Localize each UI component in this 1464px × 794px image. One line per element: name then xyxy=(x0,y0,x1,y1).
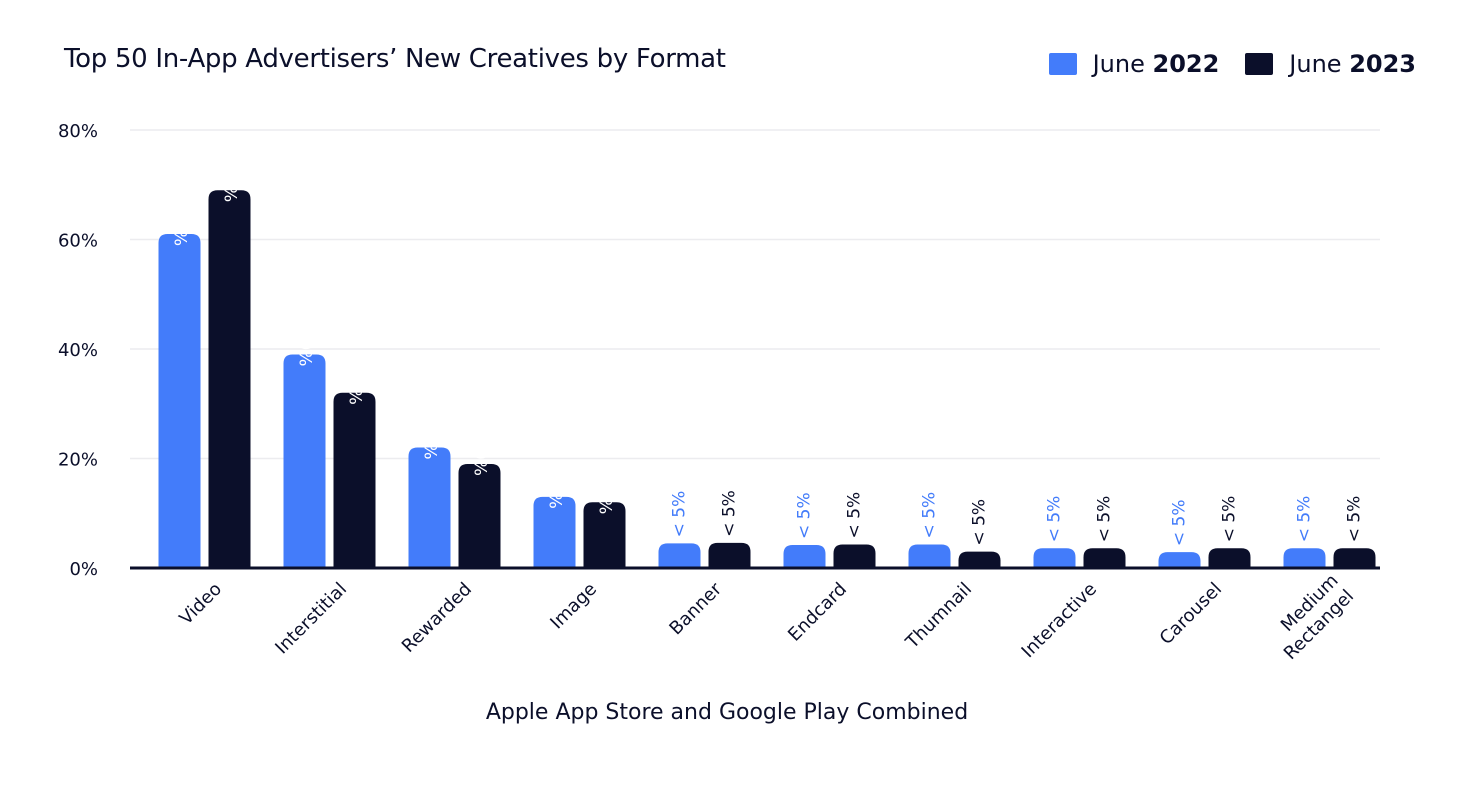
legend-swatch-2023 xyxy=(1245,53,1274,75)
bar xyxy=(283,354,326,568)
data-label: < 5% xyxy=(1045,496,1065,543)
data-label: < 5% xyxy=(670,491,690,538)
x-axis-label: Apple App Store and Google Play Combined xyxy=(485,700,969,725)
x-tick-label: Video xyxy=(176,579,227,630)
x-tick-label: Thumnail xyxy=(901,579,976,654)
bar xyxy=(1083,548,1126,568)
bar xyxy=(208,190,251,568)
bar xyxy=(958,551,1001,568)
data-label: 22% xyxy=(420,422,440,460)
data-label: 32% xyxy=(345,367,365,405)
data-label: 12% xyxy=(595,477,615,515)
bar xyxy=(1208,548,1251,568)
chart-legend: June 2022 June 2023 xyxy=(1048,50,1416,78)
bar xyxy=(1333,548,1376,568)
x-tick-label: Image xyxy=(546,579,601,634)
legend-label-2023: June 2023 xyxy=(1289,50,1416,78)
data-label: < 5% xyxy=(1220,496,1240,543)
legend-swatch-2022 xyxy=(1048,53,1077,75)
data-label: 13% xyxy=(545,471,565,509)
legend-item-2022: June 2022 xyxy=(1048,50,1220,78)
bar xyxy=(408,447,451,568)
data-label: 69% xyxy=(220,164,240,202)
bar xyxy=(1158,552,1201,568)
data-label: < 5% xyxy=(1295,496,1315,543)
data-label: 19% xyxy=(470,438,490,476)
bar xyxy=(908,544,951,568)
bar xyxy=(708,542,751,568)
bar xyxy=(333,392,376,568)
bar xyxy=(658,543,701,568)
bar xyxy=(533,496,576,568)
chart-title: Top 50 In-App Advertisers’ New Creatives… xyxy=(64,44,726,74)
data-label: 39% xyxy=(295,329,315,367)
data-label: < 5% xyxy=(1345,496,1365,543)
legend-label-2022: June 2022 xyxy=(1092,50,1220,78)
bar xyxy=(583,502,626,568)
y-tick-label: 0% xyxy=(69,559,98,580)
bar xyxy=(1283,548,1326,568)
x-tick-label: Rewarded xyxy=(398,579,476,657)
x-tick-label: Endcard xyxy=(784,579,851,646)
y-tick-label: 80% xyxy=(58,121,98,142)
bar xyxy=(783,545,826,568)
data-label: < 5% xyxy=(795,492,815,539)
x-tick-label: MediumRectangel xyxy=(1264,570,1358,664)
bar-chart: 0% 20% 40% 60% 80% 61% 69% Video 39% 32% Interstit… xyxy=(58,121,1380,664)
y-tick-label: 40% xyxy=(58,340,98,361)
data-label: < 5% xyxy=(845,492,865,539)
x-tick-label: Carousel xyxy=(1156,579,1226,649)
data-label: < 5% xyxy=(1095,496,1115,543)
x-tick-label: Interactive xyxy=(1018,579,1101,662)
bar xyxy=(458,463,501,568)
legend-item-2023: June 2023 xyxy=(1245,50,1416,78)
x-tick-label: Banner xyxy=(665,578,726,639)
bar xyxy=(1033,548,1076,568)
data-label: < 5% xyxy=(720,490,740,537)
data-label: 61% xyxy=(170,208,190,246)
y-tick-label: 20% xyxy=(58,450,98,471)
y-tick-label: 60% xyxy=(58,231,98,252)
bar xyxy=(833,544,876,568)
data-label: < 5% xyxy=(920,492,940,539)
x-tick-label: Interstitial xyxy=(271,579,351,659)
data-label: < 5% xyxy=(970,499,990,546)
bar xyxy=(158,234,201,568)
data-label: < 5% xyxy=(1170,499,1190,546)
